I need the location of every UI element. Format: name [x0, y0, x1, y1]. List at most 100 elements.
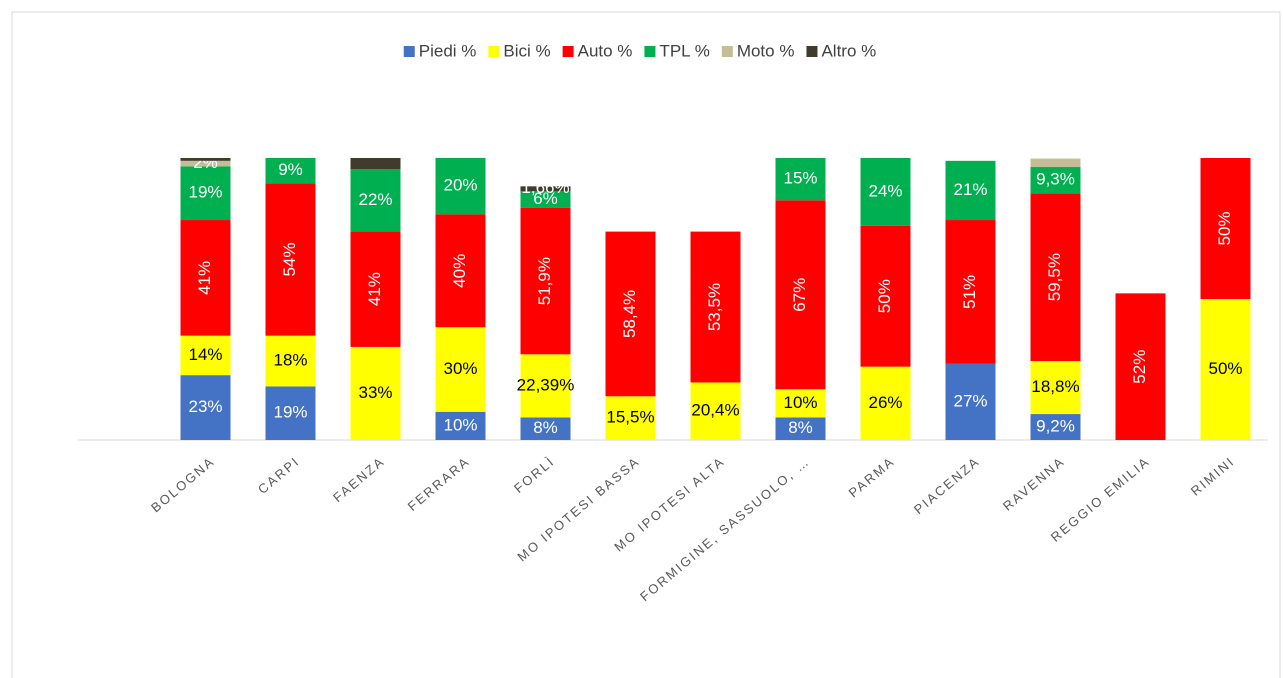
bar-segment: [350, 231, 401, 347]
x-tick-label: FAENZA: [330, 453, 388, 505]
x-tick-label: BOLOGNA: [148, 453, 218, 515]
legend-swatch: [403, 46, 415, 57]
bar-segment: [1030, 361, 1081, 415]
legend-swatch: [806, 46, 818, 57]
bar-segment: [435, 411, 486, 440]
bar-segment: [775, 389, 826, 418]
bar-segment: [775, 158, 826, 201]
bar-segment: [945, 160, 996, 221]
data-label: 50%: [875, 279, 894, 313]
bar-segment: [1115, 293, 1166, 440]
bar-segment: [265, 386, 316, 440]
legend-swatch: [644, 46, 656, 57]
x-tick-label: CARPI: [255, 453, 303, 496]
bar-segment: [265, 158, 316, 184]
bar-segment: [520, 354, 571, 418]
bar-segment: [860, 366, 911, 440]
bar-segment: [860, 225, 911, 367]
data-label: 10%: [443, 415, 477, 434]
data-label: 14%: [188, 345, 222, 364]
legend-label: Piedi %: [419, 41, 477, 60]
data-label: 67%: [790, 278, 809, 312]
data-label: 40%: [450, 254, 469, 288]
bar-segment: [435, 327, 486, 412]
bar-segment: [265, 335, 316, 387]
data-label: 1,66%: [521, 178, 569, 197]
data-label: 53,5%: [705, 283, 724, 331]
bar-segment: [690, 382, 741, 440]
data-label: 52%: [1130, 350, 1149, 384]
bar-segment: [945, 363, 996, 440]
data-label: 27%: [953, 391, 987, 410]
data-label: 6%: [533, 189, 558, 208]
bar-segment: [520, 186, 571, 192]
legend-item: Auto %: [562, 41, 633, 60]
data-label: 9%: [278, 160, 303, 179]
data-label: 21%: [953, 180, 987, 199]
bar-segment: [520, 417, 571, 440]
data-label: 26%: [868, 393, 902, 412]
legend-label: TPL %: [659, 41, 709, 60]
legend-item: Bici %: [488, 41, 551, 60]
data-label: 18,8%: [1031, 377, 1079, 396]
data-label: 51%: [960, 275, 979, 309]
data-label: 10%: [783, 393, 817, 412]
legend-item: Piedi %: [403, 41, 477, 60]
bar-segment: [350, 158, 401, 170]
bar-segment: [605, 231, 656, 397]
bar-segment: [350, 346, 401, 440]
legend-swatch: [562, 46, 574, 57]
x-tick-label: FERRARA: [405, 453, 473, 513]
legend-item: TPL %: [644, 41, 710, 60]
legend: Piedi % Bici % Auto % TPL % Moto % Altro %: [403, 41, 876, 60]
legend-swatch: [488, 46, 500, 57]
bar-segment: [520, 191, 571, 208]
data-label: 18%: [273, 351, 307, 370]
bar-segment: [690, 231, 741, 383]
data-label: 58,4%: [620, 290, 639, 338]
data-label: 54%: [280, 243, 299, 277]
x-tick-label: RAVENNA: [1000, 453, 1068, 513]
bar-segment: [1030, 158, 1081, 168]
data-label: 20,4%: [691, 401, 739, 420]
bar-segment: [775, 200, 826, 390]
x-tick-label: RIMINI: [1188, 453, 1238, 498]
data-label: 9,2%: [1036, 417, 1075, 436]
bar-segment: [860, 158, 911, 226]
legend-label: Moto %: [737, 41, 795, 60]
bar-segment: [180, 220, 231, 336]
bar-segment: [180, 160, 231, 167]
data-label: 22%: [358, 190, 392, 209]
bar-segment: [775, 417, 826, 440]
bar-segment: [180, 166, 231, 221]
data-label: 20%: [443, 176, 477, 195]
x-tick-label: FORLÌ: [511, 453, 558, 496]
legend-label: Auto %: [578, 41, 633, 60]
chart-frame: [11, 11, 1281, 678]
bar-segment: [1200, 158, 1251, 299]
data-label: 59,5%: [1045, 253, 1064, 301]
data-label: 30%: [443, 359, 477, 378]
legend-item: Moto %: [721, 41, 795, 60]
x-tick-label: PIACENZA: [911, 453, 983, 517]
x-tick-label: PARMA: [846, 453, 898, 500]
data-label: 15,5%: [606, 408, 654, 427]
bar-segment: [1200, 299, 1251, 440]
bar-segment: [265, 183, 316, 336]
data-label: 23%: [188, 397, 222, 416]
data-label: 19%: [188, 183, 222, 202]
legend-swatch: [721, 46, 733, 57]
data-label: 41%: [365, 272, 384, 306]
bar-segment: [1030, 193, 1081, 362]
bar-segment: [435, 214, 486, 328]
data-label: 24%: [868, 181, 902, 200]
data-label: 50%: [1208, 359, 1242, 378]
data-label: 50%: [1215, 211, 1234, 245]
data-label: 41%: [195, 261, 214, 295]
data-label: 2%: [193, 153, 218, 172]
legend-label: Altro %: [821, 41, 876, 60]
data-label: 15%: [783, 169, 817, 188]
bar-segment: [435, 158, 486, 215]
bar-segment: [180, 375, 231, 440]
